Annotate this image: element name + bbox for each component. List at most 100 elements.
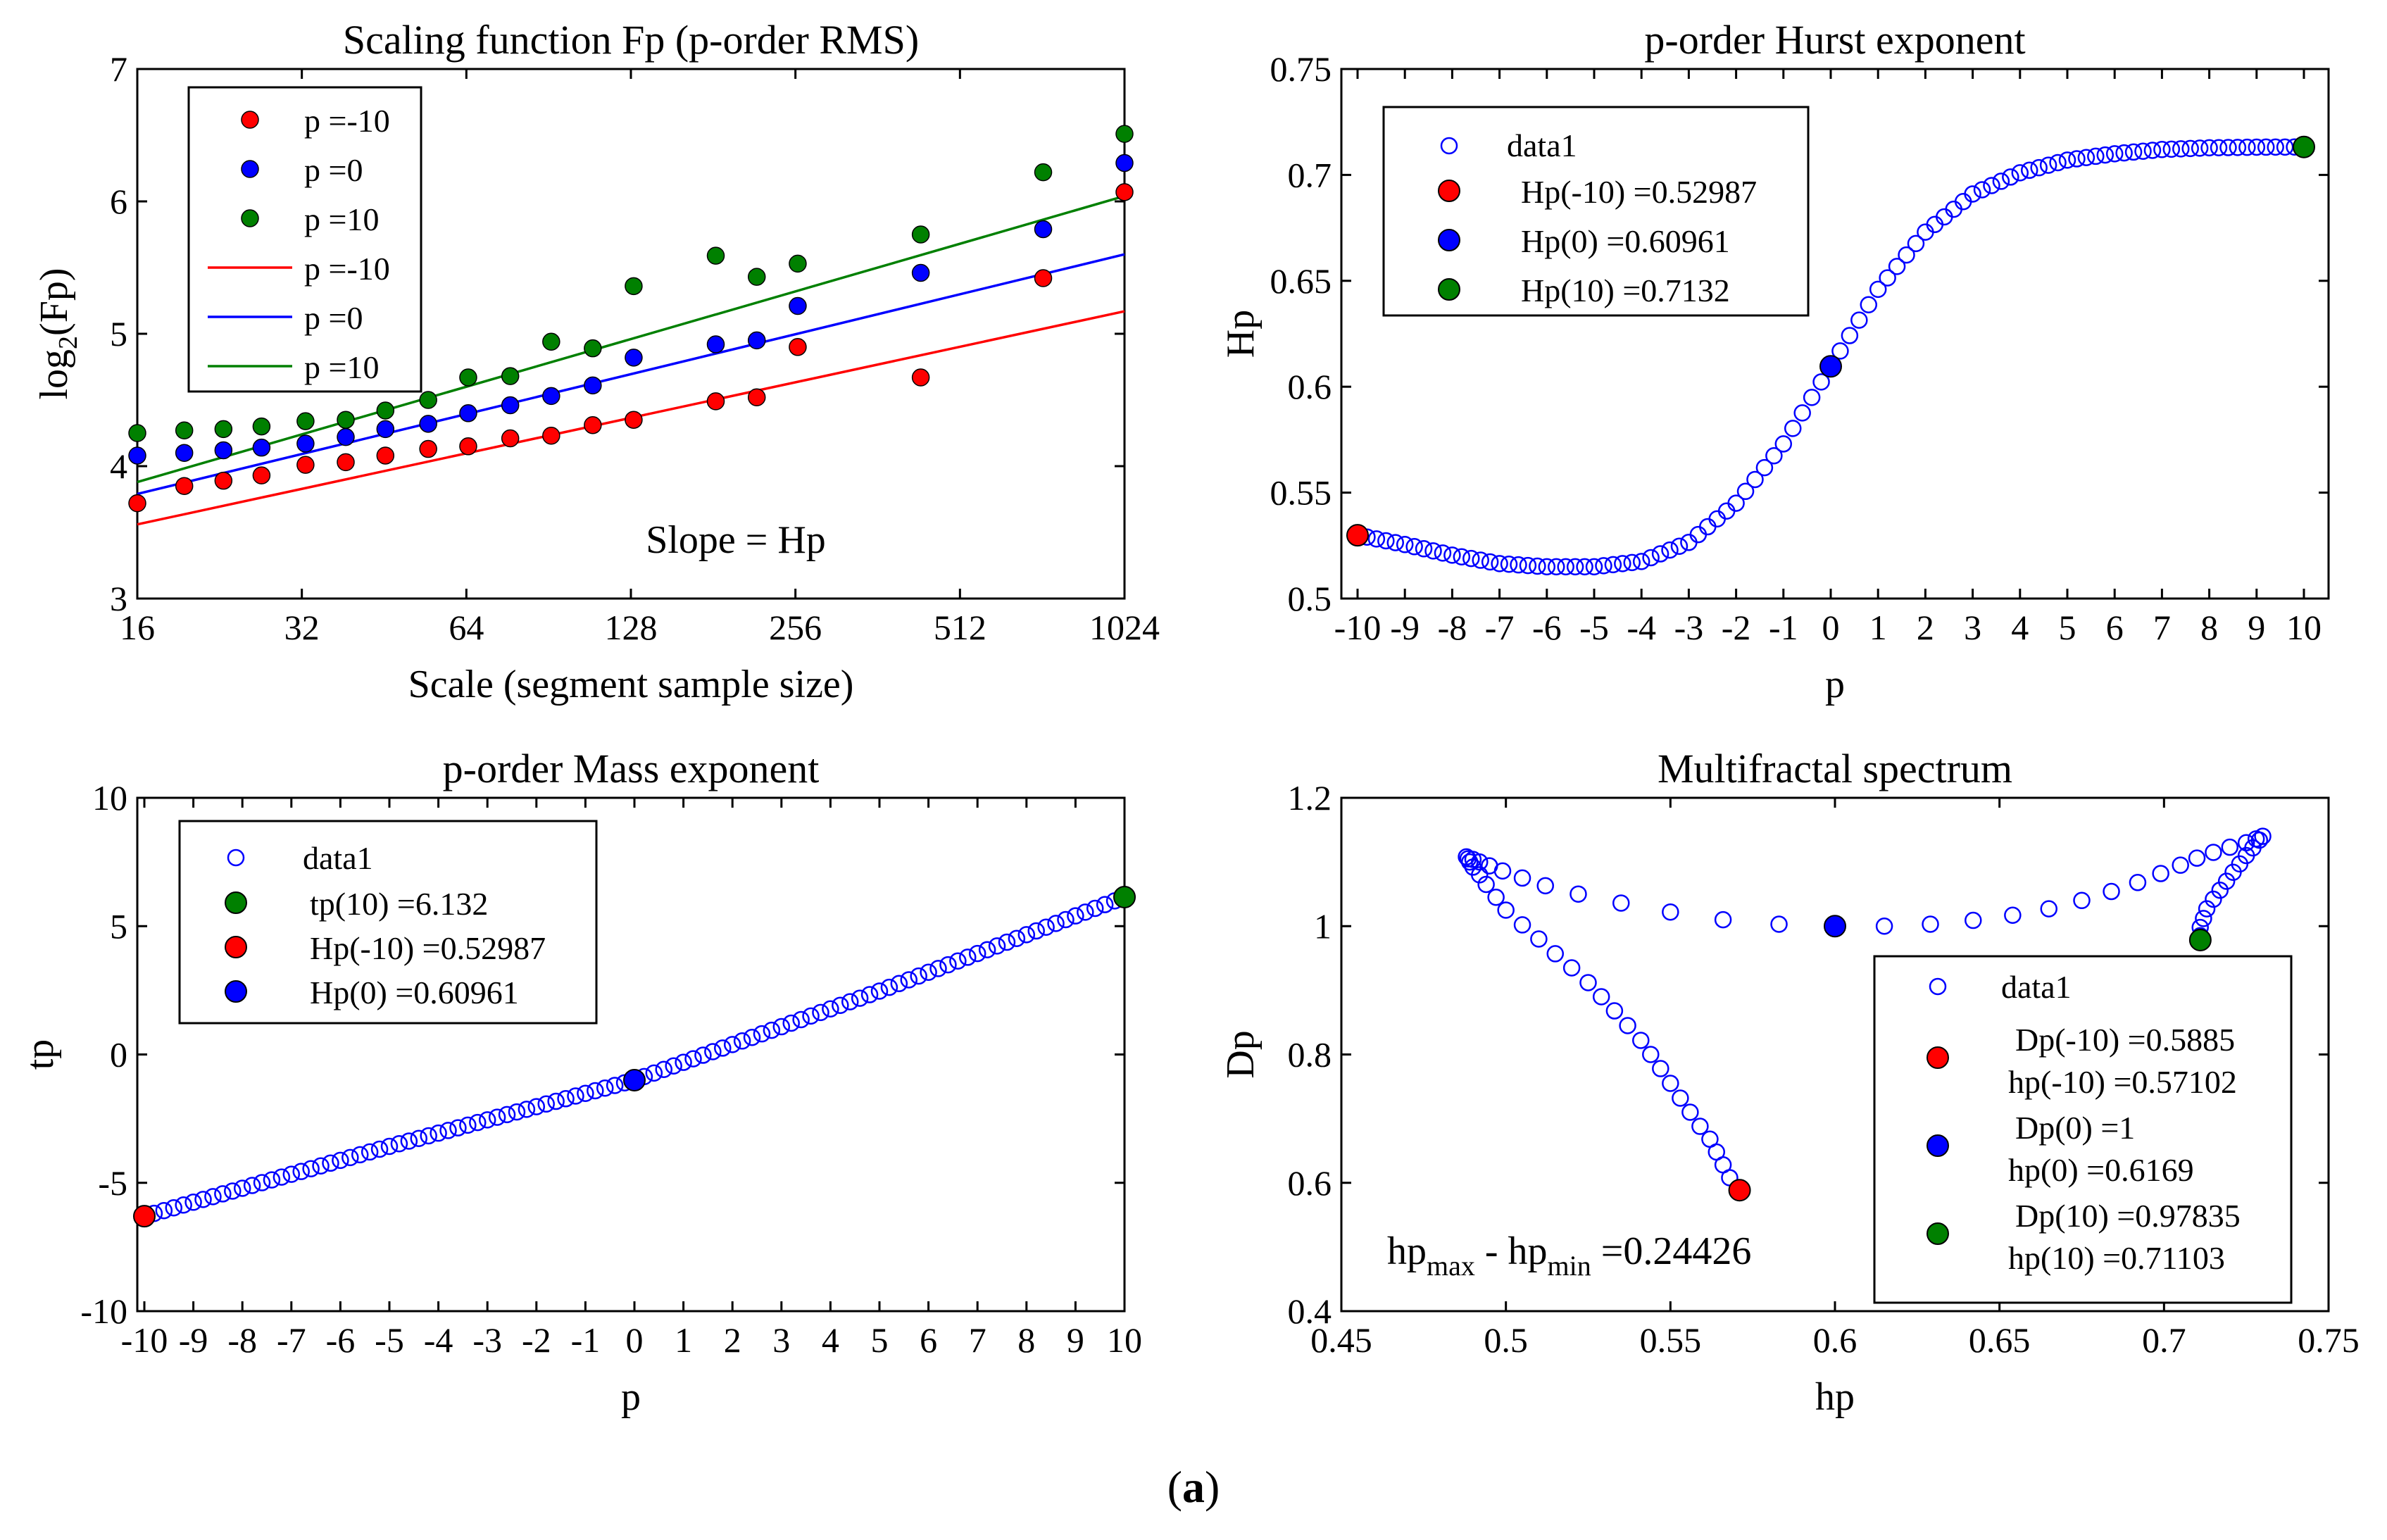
data-point	[233, 1179, 251, 1197]
data-point	[542, 332, 560, 351]
legend-marker	[1926, 1134, 1949, 1157]
data-point	[272, 1168, 291, 1186]
x-tick-label: 0.7	[2142, 1320, 2186, 1360]
data-point	[772, 1018, 791, 1036]
y-tick-label: 0.55	[1270, 473, 1332, 513]
data-point	[1471, 853, 1489, 871]
data-point	[910, 967, 927, 985]
data-point	[911, 368, 930, 387]
highlight-point	[1728, 1179, 1751, 1202]
x-tick-label: 7	[969, 1320, 986, 1360]
legend-label: Dp(0) =1	[2015, 1110, 2135, 1146]
legend: p =-10 p =0 p =10 p =-10 p =0 p =10	[187, 86, 422, 393]
data-point	[1510, 556, 1527, 574]
data-point	[2077, 149, 2095, 166]
data-point	[184, 1194, 202, 1211]
data-point	[2096, 146, 2115, 164]
data-point	[252, 438, 271, 457]
legend-label: Hp(10) =0.7132	[1521, 273, 1730, 308]
legend-label: Dp(-10) =0.5885	[2015, 1022, 2235, 1058]
x-tick-label: -8	[227, 1320, 257, 1360]
y-tick-label: 0.8	[1288, 1035, 1332, 1075]
legend-label: p =-10	[304, 103, 390, 139]
data-point	[704, 1043, 722, 1060]
data-point	[1067, 907, 1084, 925]
data-point	[860, 986, 879, 1003]
data-point	[2058, 151, 2076, 169]
legend-label: p =10	[304, 349, 379, 385]
data-point	[1727, 494, 1745, 512]
x-tick-label: 0.65	[1969, 1320, 2031, 1360]
data-point	[469, 1113, 487, 1132]
data-point	[2143, 142, 2162, 159]
x-tick-label: 10	[2286, 608, 2322, 647]
data-point	[1642, 549, 1660, 567]
data-point	[337, 427, 355, 446]
data-point	[1008, 929, 1026, 947]
data-point	[2039, 156, 2057, 174]
data-point	[1443, 546, 1461, 564]
x-tick-label: -5	[1579, 608, 1609, 647]
x-tick-label: -7	[1485, 608, 1515, 647]
data-point	[567, 1087, 584, 1105]
data-point	[1652, 1060, 1669, 1077]
chart-mass-exponent: -10 -9 -8 -7 -6 -5 -4 -3 -2 -1 0 1 2 3 4 5 6 7 8 9 10-10-505…	[18, 746, 1142, 1419]
data-point	[2205, 844, 2222, 861]
data-point	[498, 1106, 516, 1124]
data-point	[410, 1129, 428, 1147]
x-tick-label: 256	[769, 608, 822, 647]
data-point	[501, 367, 520, 385]
data-point	[1992, 173, 2010, 190]
x-tick-label: 5	[871, 1320, 889, 1360]
data-point	[747, 268, 766, 286]
y-tick-label: 1	[1314, 906, 1332, 946]
data-point	[1774, 435, 1793, 453]
data-point	[252, 466, 271, 484]
x-tick-label: 3	[1964, 608, 1981, 647]
data-point	[1850, 311, 1868, 329]
data-point	[2172, 140, 2190, 158]
data-point	[789, 296, 807, 315]
data-point	[655, 1060, 673, 1079]
data-point	[1746, 470, 1764, 489]
data-point	[1086, 899, 1104, 918]
data-point	[2152, 865, 2169, 882]
data-point	[1530, 930, 1548, 948]
legend-marker	[225, 936, 247, 958]
legend-label: data1	[2001, 969, 2072, 1005]
x-tick-label: 128	[605, 608, 658, 647]
data-point	[1037, 918, 1055, 936]
x-tick-label: 16	[120, 608, 155, 647]
data-point	[292, 1163, 310, 1180]
data-point	[606, 1077, 624, 1094]
data-point	[459, 404, 477, 422]
legend-box	[1873, 955, 2293, 1304]
data-point	[1945, 200, 1962, 218]
x-tick-label: 4	[822, 1320, 839, 1360]
x-tick-label: -7	[277, 1320, 306, 1360]
chart-multifractal-spectrum: 0.45 0.5 0.55 0.6 0.65 0.7 0.75 0.4 0.6 0.8 1 1.2 Mu…	[1219, 746, 2360, 1419]
y-tick-label: 0.5	[1288, 579, 1332, 618]
data-point	[380, 1137, 399, 1156]
data-point	[1047, 915, 1065, 932]
data-point	[1983, 177, 2000, 194]
data-point	[706, 246, 725, 265]
x-tick-label: -3	[1674, 608, 1704, 647]
data-point	[1812, 373, 1830, 391]
data-point	[929, 960, 947, 977]
data-point	[296, 456, 315, 474]
data-point	[645, 1064, 663, 1082]
data-point	[665, 1057, 682, 1075]
legend-marker	[1929, 977, 1947, 996]
data-point	[459, 368, 477, 387]
legend-marker	[1926, 1222, 1949, 1245]
data-point	[2219, 139, 2237, 156]
data-point	[370, 1140, 389, 1158]
y-tick-label: 0	[110, 1035, 127, 1075]
data-point	[1027, 922, 1045, 940]
data-point	[165, 1198, 183, 1217]
data-point	[1793, 404, 1811, 422]
x-tick-label: 8	[2200, 608, 2218, 647]
data-point	[1632, 1032, 1650, 1049]
